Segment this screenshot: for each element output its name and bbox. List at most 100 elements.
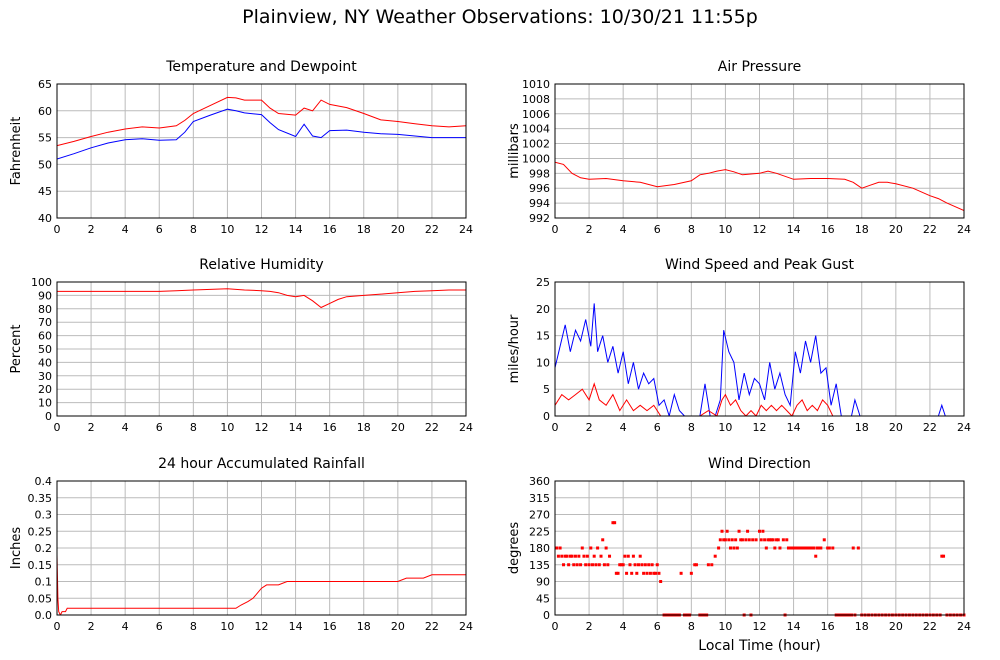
x-tick-label: 14 — [787, 620, 801, 633]
x-tick-label: 24 — [957, 421, 971, 434]
x-tick-label: 2 — [586, 421, 593, 434]
y-tick-label: 994 — [529, 197, 550, 210]
x-tick-label: 10 — [718, 620, 732, 633]
y-tick-label: 80 — [38, 303, 52, 316]
data-point — [790, 546, 794, 550]
y-tick-label: 0.05 — [28, 592, 53, 605]
series-line-0 — [57, 96, 466, 147]
y-tick-label: 992 — [529, 212, 550, 225]
y-tick-label: 30 — [38, 370, 52, 383]
data-point — [573, 554, 577, 558]
data-point — [730, 538, 734, 542]
y-tick-label: 135 — [529, 559, 550, 572]
data-point — [826, 546, 830, 550]
series-line-1 — [57, 108, 466, 160]
y-tick-label: 65 — [38, 78, 52, 91]
series-line-1 — [555, 382, 964, 416]
data-point — [579, 563, 583, 567]
data-point — [575, 563, 579, 567]
data-point — [827, 546, 831, 550]
y-tick-label: 0.3 — [35, 509, 53, 522]
data-point — [635, 571, 639, 575]
y-tick-label: 45 — [38, 185, 52, 198]
x-tick-label: 8 — [688, 223, 695, 236]
data-point — [650, 563, 654, 567]
data-point — [773, 546, 777, 550]
x-tick-label: 10 — [718, 223, 732, 236]
data-point — [628, 563, 632, 567]
data-point — [572, 563, 576, 567]
x-tick-label: 16 — [323, 620, 337, 633]
y-tick-label: 0.15 — [28, 559, 53, 572]
data-point — [764, 546, 768, 550]
y-tick-label: 0.35 — [28, 492, 53, 505]
y-tick-label: 0.4 — [35, 475, 53, 488]
x-tick-label: 4 — [620, 223, 627, 236]
data-point — [623, 554, 627, 558]
x-tick-label: 2 — [88, 223, 95, 236]
data-point — [717, 546, 721, 550]
x-tick-label: 10 — [220, 620, 234, 633]
x-tick-label: 6 — [654, 223, 661, 236]
data-point — [722, 538, 726, 542]
x-tick-label: 20 — [889, 223, 903, 236]
x-tick-label: 16 — [821, 620, 835, 633]
chart-title: Wind Speed and Peak Gust — [665, 257, 854, 273]
data-point — [723, 538, 727, 542]
x-tick-label: 24 — [957, 620, 971, 633]
data-point — [815, 546, 819, 550]
x-tick-label: 4 — [122, 223, 129, 236]
data-point — [602, 563, 606, 567]
plot-frame — [554, 480, 965, 616]
data-point — [619, 563, 623, 567]
data-point — [802, 546, 806, 550]
data-point — [831, 546, 835, 550]
plot-frame — [56, 83, 467, 219]
x-tick-label: 2 — [586, 223, 593, 236]
data-point — [718, 538, 722, 542]
data-point — [599, 554, 603, 558]
data-point — [633, 563, 637, 567]
chart-title: Air Pressure — [718, 59, 801, 75]
plot-frame — [554, 83, 965, 219]
data-point — [657, 571, 661, 575]
x-tick-label: 22 — [425, 421, 439, 434]
x-tick-label: 14 — [787, 223, 801, 236]
x-tick-label: 16 — [821, 421, 835, 434]
x-tick-label: 24 — [459, 620, 473, 633]
data-point — [589, 546, 593, 550]
x-tick-label: 6 — [156, 223, 163, 236]
data-point — [809, 546, 813, 550]
data-point — [788, 546, 792, 550]
data-point — [751, 538, 755, 542]
x-tick-label: 8 — [688, 421, 695, 434]
data-point — [737, 529, 741, 533]
y-tick-label: 0.0 — [35, 609, 53, 622]
x-tick-label: 4 — [620, 421, 627, 434]
data-point — [732, 546, 736, 550]
chart-title: Temperature and Dewpoint — [165, 59, 357, 75]
x-tick-label: 12 — [753, 223, 767, 236]
x-tick-label: 22 — [923, 421, 937, 434]
x-tick-label: 24 — [459, 223, 473, 236]
data-point — [597, 563, 601, 567]
y-tick-label: 180 — [529, 542, 550, 555]
data-point — [822, 538, 826, 542]
data-point — [585, 554, 589, 558]
data-point — [720, 529, 724, 533]
y-tick-label: 50 — [38, 343, 52, 356]
x-tick-label: 20 — [391, 421, 405, 434]
x-tick-label: 4 — [122, 421, 129, 434]
y-tick-label: 360 — [529, 475, 550, 488]
data-point — [800, 546, 804, 550]
y-tick-label: 0.25 — [28, 525, 53, 538]
data-point — [642, 571, 646, 575]
data-point — [817, 546, 821, 550]
x-tick-label: 2 — [88, 421, 95, 434]
plot-frame — [554, 281, 965, 417]
x-tick-label: 24 — [957, 223, 971, 236]
data-point — [856, 546, 860, 550]
y-tick-label: 315 — [529, 492, 550, 505]
